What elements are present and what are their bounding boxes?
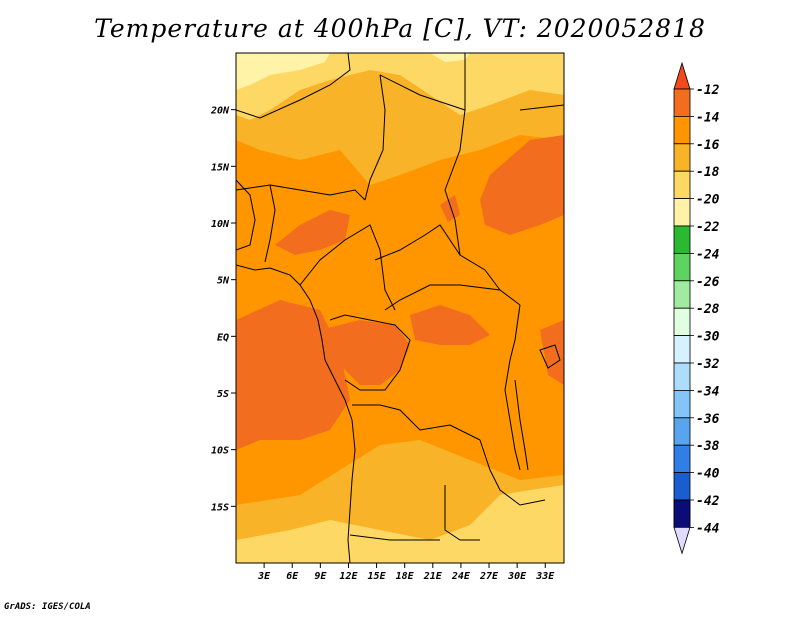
border-congo [329,314,411,391]
field-patch-north-m20 [236,53,330,90]
lake-victoria [539,344,561,369]
x-tick-label: 12E [339,571,358,582]
map-borders [236,53,564,563]
y-tick-label: 10S [211,446,229,457]
x-tick-label: 15E [368,571,387,582]
border-nigeria-cameroon [299,224,396,311]
field-patch-small-m12 [440,195,460,222]
west-lines-2 [264,184,276,263]
page-title: Temperature at 400hPa [C], VT: 202005281… [94,14,706,43]
x-tick-label: 9E [314,571,327,582]
border-nigeria-north [236,184,366,201]
x-tick-label: 18E [396,571,415,582]
y-tick-label: 5S [217,389,229,400]
y-axis: 20N 15N 10N 5N EQ 5S 10S 15S [210,106,236,513]
field-patch-north-m20b [430,53,470,62]
border-car-south [384,284,521,311]
field-patch-ne-m12 [480,135,564,235]
border-niger-chad [364,74,386,201]
border-car-north [374,224,501,291]
temperature-field [236,53,564,563]
field-band-south-m18 [236,485,564,563]
y-tick-label: 20N [210,106,230,117]
x-tick-label: 3E [257,571,271,582]
x-axis: 3E 6E 9E 12E 15E 18E 21E 24E 27E 30E 33E [257,563,555,582]
border-drc-east [504,304,521,471]
west-lines [236,179,256,251]
border-algeria-niger [236,53,351,119]
coastline-west [236,264,356,563]
border-zambia [479,439,546,506]
field-band-north-m18 [236,53,564,120]
grads-credit: GrADS: IGES/COLA [4,602,91,612]
x-tick-label: 21E [423,571,443,582]
map-frame [235,52,565,564]
x-tick-label: 30E [507,571,527,582]
lake-tanganyika [514,379,529,471]
x-tick-label: 33E [535,571,555,582]
border-chad-sudan [444,109,466,256]
border-angola-east [444,485,480,541]
y-tick-label: 10N [211,219,230,230]
y-tick-label: EQ [217,332,229,343]
y-tick-label: 15N [211,162,230,173]
x-tick-label: 6E [286,571,299,582]
y-tick-label: 5N [217,276,230,287]
x-tick-label: 27E [479,571,499,582]
y-tick-label: 15S [211,502,229,513]
field-patch-se-m12 [540,320,564,385]
x-tick-label: 24E [451,571,471,582]
border-libya-chad [379,53,466,111]
field-patch-central-m12 [320,320,410,385]
border-east [519,104,564,111]
field-patch-east-m12 [410,305,490,345]
field-patch-nigeria-m12 [275,210,350,255]
border-angola-south [349,534,440,541]
border-angola-north [352,404,481,441]
